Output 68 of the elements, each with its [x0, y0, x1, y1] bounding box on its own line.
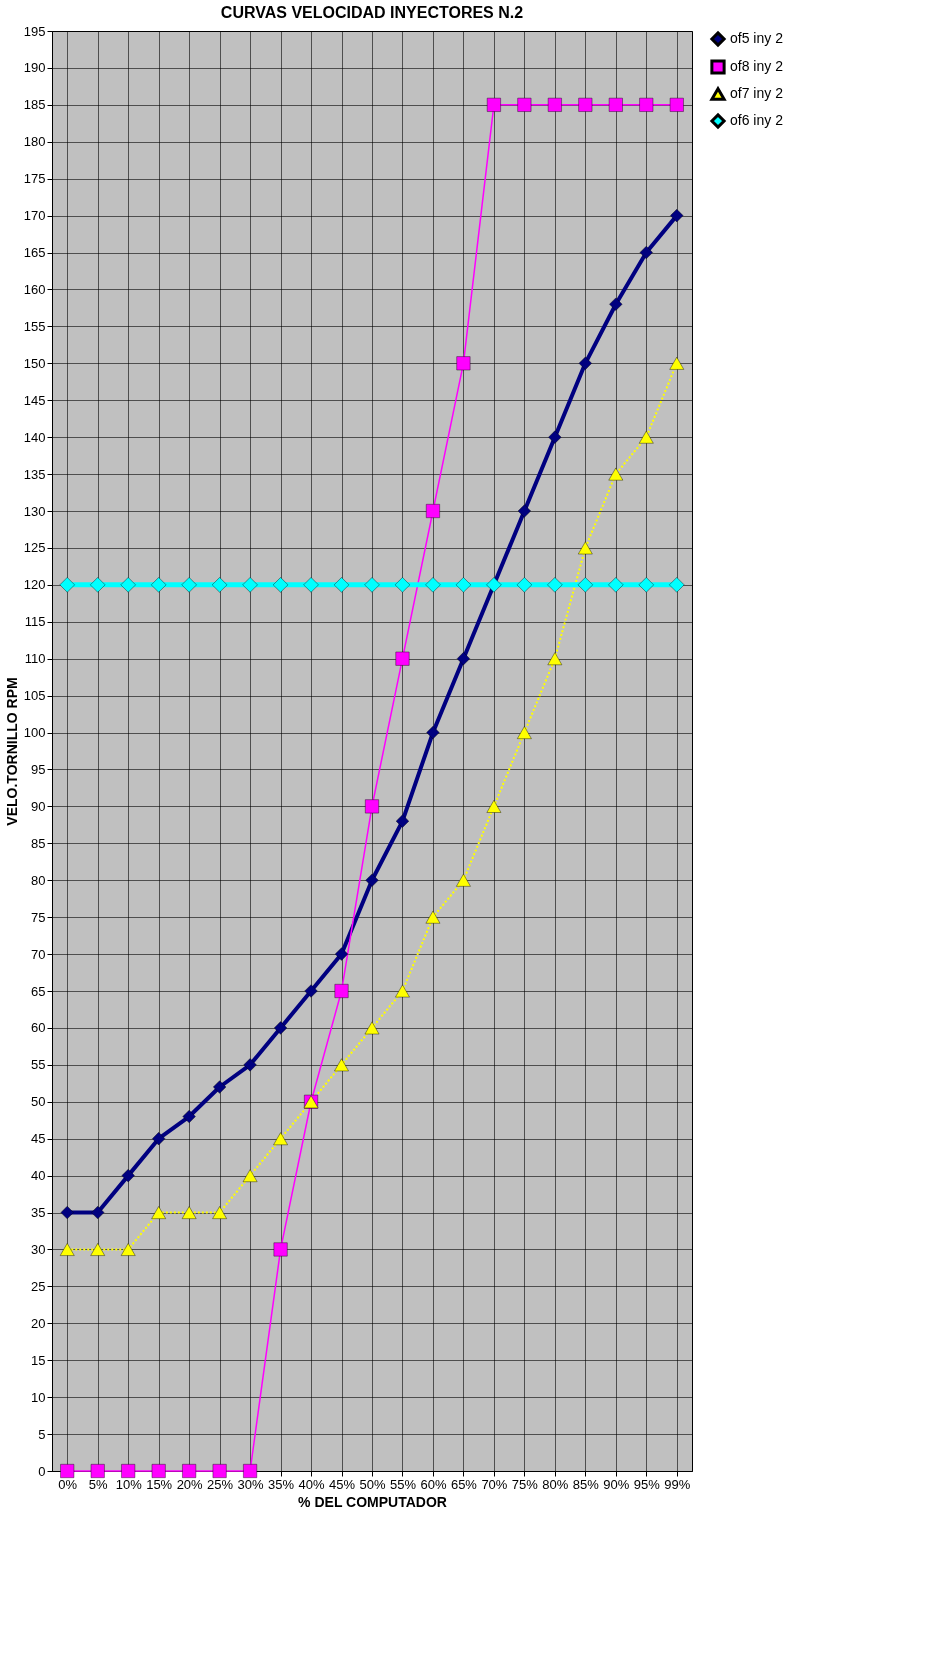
x-tick-label: 20% — [176, 1476, 204, 1492]
chart-title: CURVAS VELOCIDAD INYECTORES N.2 — [220, 4, 524, 21]
y-tick-label: 160 — [23, 281, 46, 297]
y-tick-label: 100 — [23, 725, 46, 741]
x-tick-label: 45% — [329, 1476, 356, 1492]
x-tick-label: 15% — [146, 1476, 173, 1492]
y-tick-label: 195 — [23, 23, 46, 39]
y-tick-label: 155 — [23, 318, 46, 334]
y-tick-label: 185 — [23, 97, 46, 113]
x-tick-label: 10% — [115, 1476, 143, 1492]
x-tick-label: 70% — [481, 1476, 508, 1492]
x-tick-label: 80% — [542, 1476, 569, 1492]
x-tick-label: 90% — [603, 1476, 630, 1492]
y-tick-label: 175 — [23, 171, 46, 187]
y-tick-label: 20 — [31, 1315, 46, 1331]
y-tick-label: 140 — [23, 429, 46, 445]
y-tick-label: 170 — [23, 208, 46, 224]
y-tick-label: 30 — [31, 1241, 46, 1257]
y-tick-label: 10 — [31, 1389, 46, 1405]
x-tick-label: 99% — [664, 1476, 691, 1492]
y-tick-label: 145 — [23, 392, 46, 408]
y-tick-label: 50 — [31, 1094, 46, 1110]
y-tick-label: 60 — [31, 1020, 46, 1036]
y-tick-label: 180 — [23, 134, 46, 150]
y-tick-label: 65 — [31, 983, 46, 999]
x-tick-label: 55% — [389, 1476, 417, 1492]
y-tick-label: 130 — [23, 503, 46, 519]
y-tick-label: 110 — [24, 651, 46, 667]
x-tick-label: 5% — [88, 1476, 109, 1492]
y-tick-label: 45 — [31, 1131, 46, 1147]
x-tick-label: 85% — [572, 1476, 600, 1492]
x-tick-label: 95% — [633, 1476, 661, 1492]
x-tick-label: 60% — [420, 1476, 447, 1492]
y-tick-label: 190 — [23, 60, 46, 76]
legend-label: of5 iny 2 — [730, 30, 784, 46]
y-tick-label: 85 — [31, 835, 46, 851]
legend-label: of8 iny 2 — [730, 58, 784, 74]
y-tick-label: 90 — [31, 798, 46, 814]
x-axis-title: % DEL COMPUTADOR — [298, 1493, 447, 1510]
legend-label: of7 iny 2 — [730, 85, 784, 101]
y-tick-label: 0 — [38, 1463, 46, 1479]
x-tick-label: 35% — [268, 1476, 295, 1492]
y-tick-label: 120 — [23, 577, 46, 593]
y-tick-label: 5 — [38, 1426, 46, 1442]
y-tick-label: 35 — [31, 1205, 46, 1221]
y-tick-label: 70 — [31, 946, 46, 962]
y-tick-label: 95 — [31, 761, 46, 777]
y-tick-label: 55 — [31, 1057, 46, 1073]
y-tick-label: 165 — [23, 245, 46, 261]
y-axis-title: VELO.TORNILLO RPM — [3, 677, 20, 826]
x-tick-label: 30% — [237, 1476, 265, 1492]
x-tick-label: 0% — [58, 1476, 78, 1492]
x-tick-label: 50% — [359, 1476, 386, 1492]
x-tick-label: 75% — [511, 1476, 539, 1492]
legend-label: of6 iny 2 — [730, 112, 784, 128]
y-tick-label: 80 — [31, 872, 46, 888]
y-tick-label: 115 — [24, 614, 46, 630]
y-tick-label: 75 — [31, 909, 46, 925]
y-tick-label: 15 — [31, 1352, 46, 1368]
x-tick-label: 65% — [450, 1476, 478, 1492]
y-tick-label: 105 — [23, 688, 46, 704]
x-tick-label: 40% — [298, 1476, 325, 1492]
y-tick-label: 125 — [23, 540, 46, 556]
x-tick-label: 25% — [207, 1476, 234, 1492]
y-tick-label: 150 — [23, 355, 46, 371]
y-tick-label: 25 — [31, 1278, 46, 1294]
y-tick-label: 40 — [31, 1168, 46, 1184]
y-tick-label: 135 — [23, 466, 46, 482]
